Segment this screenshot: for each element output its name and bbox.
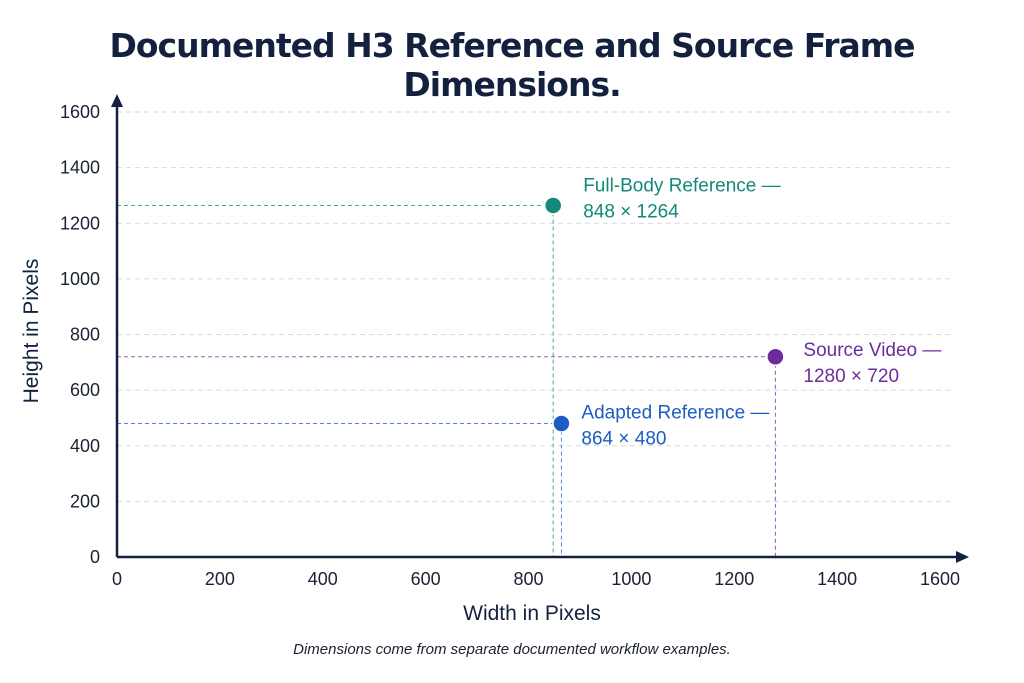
y-tick-label: 800 [70,325,100,345]
y-tick-label: 1600 [60,102,100,122]
point-value-label: 1280 × 720 [803,366,899,387]
data-point [552,414,571,433]
point-value-label: 864 × 480 [581,429,666,450]
x-tick-label: 1600 [920,569,960,589]
grid-lines [117,111,950,502]
point-label: Source Video — [803,340,941,361]
y-tick-label: 1200 [60,213,100,233]
x-tick-labels: 0 200 400 600 800 1000 1200 1400 1600 [112,569,960,589]
guide-lines [117,204,776,557]
axes [111,94,969,563]
y-tick-label: 0 [90,547,100,567]
data-point [766,347,785,366]
y-tick-label: 600 [70,380,100,400]
x-tick-label: 1200 [714,569,754,589]
point-label: Adapted Reference — [581,403,769,424]
y-tick-label: 400 [70,436,100,456]
x-axis-arrow [956,551,969,563]
chart-caption: Dimensions come from separate documented… [293,641,731,658]
data-points [543,196,785,433]
y-tick-label: 1000 [60,269,100,289]
data-point [543,196,563,215]
point-annotations: Full-Body Reference — 848 × 1264 Source Vi… [581,175,941,449]
x-tick-label: 1400 [817,569,857,589]
x-tick-label: 400 [308,569,338,589]
y-axis-label: Height in Pixels [20,259,43,404]
point-value-label: 848 × 1264 [583,201,679,222]
x-tick-label: 800 [513,569,543,589]
x-tick-label: 1000 [611,569,651,589]
point-label: Full-Body Reference — [583,175,780,196]
x-axis-label: Width in Pixels [463,602,601,625]
x-tick-label: 0 [112,569,122,589]
y-tick-label: 1400 [60,158,100,178]
y-tick-labels: 0 200 400 600 800 1000 1200 1400 1600 [60,102,100,567]
chart-title: Documented H3 Reference and Source Frame… [109,26,915,104]
y-tick-label: 200 [70,491,100,511]
x-tick-label: 600 [411,569,441,589]
x-tick-label: 200 [205,569,235,589]
y-axis-arrow [111,94,123,107]
